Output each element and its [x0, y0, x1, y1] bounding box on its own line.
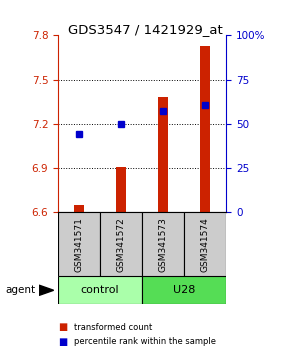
FancyBboxPatch shape [142, 212, 184, 276]
Text: ■: ■ [58, 322, 67, 332]
Text: GDS3547 / 1421929_at: GDS3547 / 1421929_at [68, 23, 222, 36]
FancyBboxPatch shape [184, 212, 226, 276]
Bar [158, 97, 168, 212]
FancyBboxPatch shape [142, 276, 226, 304]
Polygon shape [39, 285, 54, 295]
Text: GSM341572: GSM341572 [117, 217, 126, 272]
Text: ■: ■ [58, 337, 67, 347]
Bar [74, 205, 84, 212]
Bar [200, 46, 211, 212]
Text: U28: U28 [173, 285, 195, 295]
Text: agent: agent [6, 285, 36, 295]
FancyBboxPatch shape [100, 212, 142, 276]
Text: percentile rank within the sample: percentile rank within the sample [74, 337, 216, 346]
Text: GSM341574: GSM341574 [201, 217, 210, 272]
Bar [116, 167, 126, 212]
Text: transformed count: transformed count [74, 323, 152, 332]
FancyBboxPatch shape [58, 212, 100, 276]
Text: GSM341571: GSM341571 [75, 217, 84, 272]
Text: control: control [81, 285, 119, 295]
FancyBboxPatch shape [58, 276, 142, 304]
Text: GSM341573: GSM341573 [159, 217, 168, 272]
